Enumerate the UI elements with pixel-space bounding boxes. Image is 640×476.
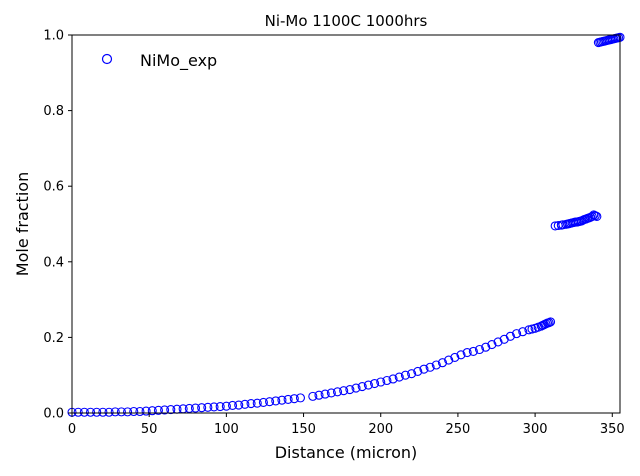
- chart-title: Ni-Mo 1100C 1000hrs: [265, 12, 428, 30]
- data-point: [493, 337, 503, 347]
- data-point: [215, 402, 225, 412]
- data-point: [419, 364, 429, 374]
- data-point: [376, 377, 386, 387]
- data-point: [289, 394, 299, 404]
- data-point: [98, 407, 108, 417]
- y-tick-label: 0.4: [43, 255, 64, 270]
- data-point: [227, 400, 238, 410]
- data-point: [505, 331, 515, 341]
- data-point: [314, 390, 324, 400]
- x-axis-label: Distance (micron): [275, 443, 418, 462]
- data-point: [370, 378, 380, 389]
- x-tick-label: 350: [600, 422, 625, 437]
- data-point: [79, 407, 89, 417]
- data-point: [450, 352, 460, 362]
- data-point: [258, 397, 268, 407]
- x-tick-label: 150: [291, 422, 316, 437]
- x-tick-label: 250: [446, 422, 471, 437]
- x-tick-label: 200: [368, 422, 393, 437]
- data-point: [221, 401, 231, 411]
- data-point: [413, 366, 423, 376]
- data-point: [444, 355, 454, 365]
- x-tick-label: 300: [523, 422, 548, 437]
- data-point: [382, 375, 392, 386]
- data-point: [295, 393, 306, 403]
- data-point: [468, 346, 478, 356]
- data-point: [400, 370, 410, 380]
- data-point: [326, 388, 336, 398]
- data-point: [481, 342, 491, 352]
- data-point: [351, 383, 361, 393]
- x-tick-label: 0: [68, 422, 76, 437]
- data-point: [73, 407, 83, 417]
- y-tick-label: 1.0: [43, 29, 64, 44]
- data-point: [277, 395, 287, 405]
- data-point: [190, 403, 201, 413]
- data-point: [252, 398, 262, 408]
- data-point: [462, 347, 472, 358]
- y-axis-ticks: 0.0 0.2 0.4 0.6 0.8 1.0: [43, 29, 72, 422]
- data-point: [116, 407, 126, 417]
- data-point: [203, 402, 213, 412]
- data-point: [283, 394, 293, 404]
- data-point: [320, 389, 330, 399]
- data-point: [271, 396, 281, 406]
- data-point: [246, 398, 256, 409]
- data-point: [104, 407, 114, 417]
- data-point: [456, 350, 466, 360]
- data-point: [123, 407, 133, 417]
- y-tick-label: 0.6: [43, 180, 64, 195]
- data-point: [92, 407, 102, 417]
- x-axis-ticks: 0 50 100 150 200 250 300 350: [68, 413, 625, 437]
- data-points: [67, 32, 625, 417]
- data-point: [388, 374, 398, 384]
- data-point: [339, 386, 349, 396]
- data-point: [209, 402, 219, 412]
- data-point: [197, 403, 207, 413]
- data-point: [265, 397, 275, 407]
- y-tick-label: 0.8: [43, 104, 64, 119]
- data-point: [110, 407, 120, 417]
- data-point: [437, 358, 448, 368]
- legend-label: NiMo_exp: [140, 51, 217, 71]
- data-point: [147, 406, 157, 416]
- legend-marker-icon: [101, 53, 113, 65]
- data-point: [431, 360, 441, 370]
- data-point: [129, 406, 139, 417]
- y-tick-label: 0.0: [43, 407, 64, 422]
- data-point: [394, 372, 404, 382]
- data-point: [153, 405, 163, 415]
- data-point: [308, 391, 318, 401]
- data-point: [332, 387, 343, 397]
- data-point: [545, 317, 556, 327]
- data-point: [474, 344, 485, 355]
- data-point: [407, 369, 417, 379]
- data-point: [184, 403, 194, 414]
- data-point: [240, 399, 250, 409]
- data-point: [141, 406, 151, 416]
- data-point: [592, 211, 602, 221]
- x-tick-label: 100: [214, 422, 239, 437]
- y-tick-label: 0.2: [43, 331, 64, 346]
- data-point: [160, 405, 170, 415]
- legend: NiMo_exp: [101, 51, 217, 71]
- data-point: [425, 362, 435, 372]
- data-point: [363, 380, 373, 390]
- data-point: [357, 381, 367, 392]
- data-point: [166, 405, 176, 415]
- data-point: [135, 406, 145, 417]
- data-point: [85, 407, 96, 417]
- data-point: [487, 340, 497, 350]
- data-point: [518, 327, 528, 337]
- plot-frame: [71, 34, 621, 414]
- data-point: [345, 385, 355, 395]
- data-point: [234, 400, 244, 410]
- y-axis-label: Mole fraction: [13, 172, 32, 276]
- data-point: [512, 329, 522, 339]
- x-tick-label: 50: [141, 422, 158, 437]
